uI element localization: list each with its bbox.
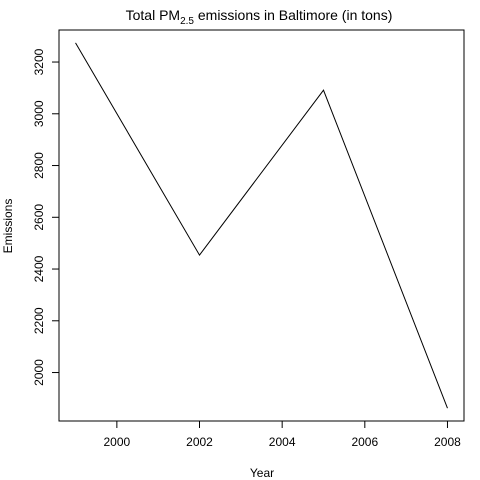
chart-title-suffix: emissions in Baltimore (in tons): [194, 7, 392, 23]
series-line-0: [75, 42, 448, 409]
y-tick-label-4: 2800: [32, 152, 46, 179]
y-tick-label-6: 3200: [32, 48, 46, 75]
series-layer: [75, 42, 448, 409]
plot-frame: [58, 29, 465, 422]
y-axis-label: Emissions: [1, 199, 15, 254]
y-tick-label-0: 2000: [32, 359, 46, 386]
y-tick-label-1: 2200: [32, 307, 46, 334]
x-axis-label: Year: [250, 466, 274, 480]
x-tick-label-3: 2006: [351, 435, 378, 449]
x-axis: 2000 2002 2004 2006 2008: [104, 420, 461, 449]
chart-title-prefix: Total PM: [126, 7, 180, 23]
chart-title-subscript: 2.5: [180, 16, 194, 27]
y-tick-label-5: 3000: [32, 100, 46, 127]
x-tick-label-2: 2004: [269, 435, 296, 449]
y-tick-label-2: 2400: [32, 255, 46, 282]
y-tick-label-3: 2600: [32, 204, 46, 231]
x-tick-label-1: 2002: [186, 435, 213, 449]
x-tick-label-4: 2008: [434, 435, 461, 449]
x-tick-label-0: 2000: [104, 435, 131, 449]
y-axis: 2000 2200 2400 2600 2800 3000 3200: [32, 48, 60, 386]
chart-title: Total PM2.5 emissions in Baltimore (in t…: [126, 7, 393, 27]
